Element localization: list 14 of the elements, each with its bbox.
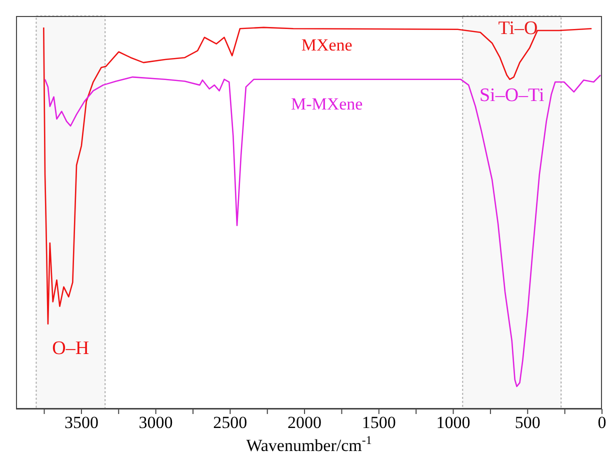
x-tick-label: 0 — [598, 413, 606, 432]
x-tick-label: 3500 — [64, 413, 98, 432]
x-tick-label: 1000 — [436, 413, 470, 432]
x-tick-label: 3000 — [138, 413, 173, 432]
annotation: Ti–O — [498, 18, 538, 39]
series-label: MXene — [301, 36, 352, 55]
band-label: Si–O–Ti — [479, 85, 544, 106]
band-label: O–H — [52, 338, 90, 359]
series-label: M-MXene — [290, 94, 363, 114]
x-tick-label: 500 — [514, 413, 540, 432]
x-tick-label: 2500 — [213, 413, 248, 432]
x-tick-label: 2000 — [288, 413, 322, 432]
x-tick-label: 1500 — [362, 413, 396, 432]
x-axis-title: Wavenumber/cm$^{-1}$ — [246, 433, 372, 455]
